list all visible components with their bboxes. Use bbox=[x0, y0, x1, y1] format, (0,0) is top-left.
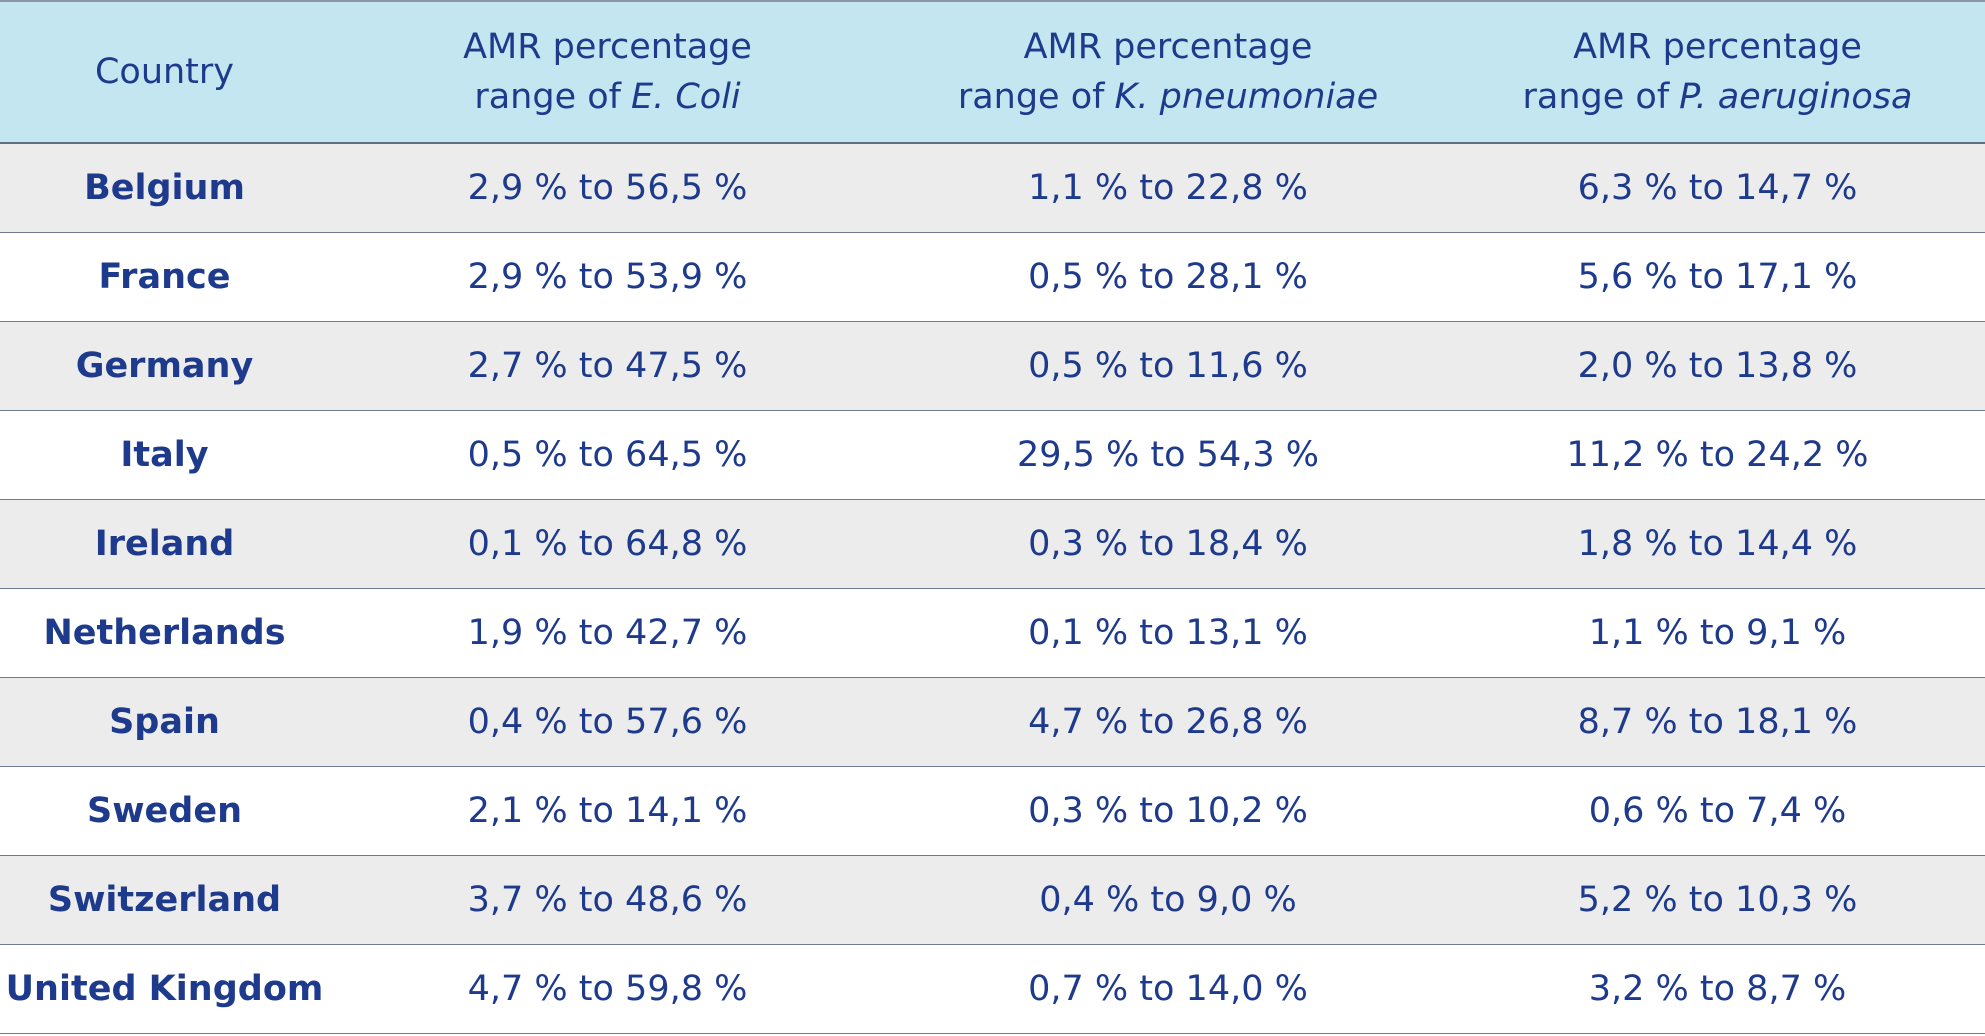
range-cell: 0,1 % to 13,1 % bbox=[886, 588, 1450, 678]
range-cell: 5,6 % to 17,1 % bbox=[1450, 232, 1985, 322]
species-name: K. pneumoniae bbox=[1114, 77, 1379, 117]
range-cell: 11,2 % to 24,2 % bbox=[1450, 410, 1985, 500]
range-cell: 1,9 % to 42,7 % bbox=[329, 588, 886, 678]
country-cell: Ireland bbox=[0, 499, 329, 589]
range-cell: 4,7 % to 59,8 % bbox=[329, 944, 886, 1034]
header-text: Country bbox=[94, 52, 235, 92]
range-cell: 0,7 % to 14,0 % bbox=[886, 944, 1450, 1034]
country-cell: United Kingdom bbox=[0, 944, 329, 1034]
range-cell: 2,9 % to 53,9 % bbox=[329, 232, 886, 322]
country-cell: Spain bbox=[0, 677, 329, 767]
range-cell: 5,2 % to 10,3 % bbox=[1450, 855, 1985, 945]
country-cell: Sweden bbox=[0, 766, 329, 856]
country-cell: Switzerland bbox=[0, 855, 329, 945]
header-cell: AMR percentage range of E. Coli bbox=[329, 0, 886, 144]
table-body: Belgium 2,9 % to 56,5 % 1,1 % to 22,8 % 6,3… bbox=[0, 143, 1985, 1034]
table-row: Belgium 2,9 % to 56,5 % 1,1 % to 22,8 % 6,3… bbox=[0, 143, 1985, 233]
table-row: Netherlands 1,9 % to 42,7 % 0,1 % to 13,1 … bbox=[0, 588, 1985, 678]
country-cell: Belgium bbox=[0, 143, 329, 233]
table-row: United Kingdom 4,7 % to 59,8 % 0,7 % to 14… bbox=[0, 944, 1985, 1034]
table-row: Italy 0,5 % to 64,5 % 29,5 % to 54,3 % 11,2… bbox=[0, 410, 1985, 500]
range-cell: 6,3 % to 14,7 % bbox=[1450, 143, 1985, 233]
header-text: range of bbox=[957, 77, 1105, 117]
country-cell: Italy bbox=[0, 410, 329, 500]
range-cell: 0,5 % to 11,6 % bbox=[886, 321, 1450, 411]
range-cell: 0,5 % to 64,5 % bbox=[329, 410, 886, 500]
range-cell: 2,9 % to 56,5 % bbox=[329, 143, 886, 233]
header-text: range of bbox=[1522, 77, 1670, 117]
header-cell: Country bbox=[0, 0, 329, 144]
range-cell: 3,7 % to 48,6 % bbox=[329, 855, 886, 945]
header-cell: AMR percentage range of P. aeruginosa bbox=[1450, 0, 1985, 144]
header-text: range of bbox=[474, 77, 621, 117]
table-header: Country AMR percentage range of E. Coli AMR … bbox=[0, 0, 1985, 144]
table-row: Switzerland 3,7 % to 48,6 % 0,4 % to 9,0 %… bbox=[0, 855, 1985, 945]
range-cell: 8,7 % to 18,1 % bbox=[1450, 677, 1985, 767]
table-row: Sweden 2,1 % to 14,1 % 0,3 % to 10,2 % 0,6 … bbox=[0, 766, 1985, 856]
table-row: Ireland 0,1 % to 64,8 % 0,3 % to 18,4 % 1,8… bbox=[0, 499, 1985, 589]
range-cell: 1,8 % to 14,4 % bbox=[1450, 499, 1985, 589]
range-cell: 4,7 % to 26,8 % bbox=[886, 677, 1450, 767]
range-cell: 0,5 % to 28,1 % bbox=[886, 232, 1450, 322]
range-cell: 0,4 % to 9,0 % bbox=[886, 855, 1450, 945]
country-cell: France bbox=[0, 232, 329, 322]
species-name: E. Coli bbox=[630, 77, 741, 117]
range-cell: 2,0 % to 13,8 % bbox=[1450, 321, 1985, 411]
range-cell: 0,1 % to 64,8 % bbox=[329, 499, 886, 589]
header-cell: AMR percentage range of K. pneumoniae bbox=[886, 0, 1450, 144]
range-cell: 1,1 % to 9,1 % bbox=[1450, 588, 1985, 678]
header-text: AMR percentage bbox=[1023, 27, 1313, 67]
range-cell: 0,3 % to 10,2 % bbox=[886, 766, 1450, 856]
range-cell: 0,6 % to 7,4 % bbox=[1450, 766, 1985, 856]
table-row: Germany 2,7 % to 47,5 % 0,5 % to 11,6 % 2,0… bbox=[0, 321, 1985, 411]
country-cell: Netherlands bbox=[0, 588, 329, 678]
range-cell: 0,4 % to 57,6 % bbox=[329, 677, 886, 767]
range-cell: 1,1 % to 22,8 % bbox=[886, 143, 1450, 233]
country-cell: Germany bbox=[0, 321, 329, 411]
header-text: AMR percentage bbox=[463, 27, 752, 67]
range-cell: 2,7 % to 47,5 % bbox=[329, 321, 886, 411]
species-name: P. aeruginosa bbox=[1679, 77, 1913, 117]
table-row: France 2,9 % to 53,9 % 0,5 % to 28,1 % 5,6 … bbox=[0, 232, 1985, 322]
range-cell: 29,5 % to 54,3 % bbox=[886, 410, 1450, 500]
header-row: Country AMR percentage range of E. Coli AMR … bbox=[0, 0, 1985, 144]
range-cell: 3,2 % to 8,7 % bbox=[1450, 944, 1985, 1034]
header-text: AMR percentage bbox=[1573, 27, 1862, 67]
range-cell: 0,3 % to 18,4 % bbox=[886, 499, 1450, 589]
table-row: Spain 0,4 % to 57,6 % 4,7 % to 26,8 % 8,7 %… bbox=[0, 677, 1985, 767]
range-cell: 2,1 % to 14,1 % bbox=[329, 766, 886, 856]
